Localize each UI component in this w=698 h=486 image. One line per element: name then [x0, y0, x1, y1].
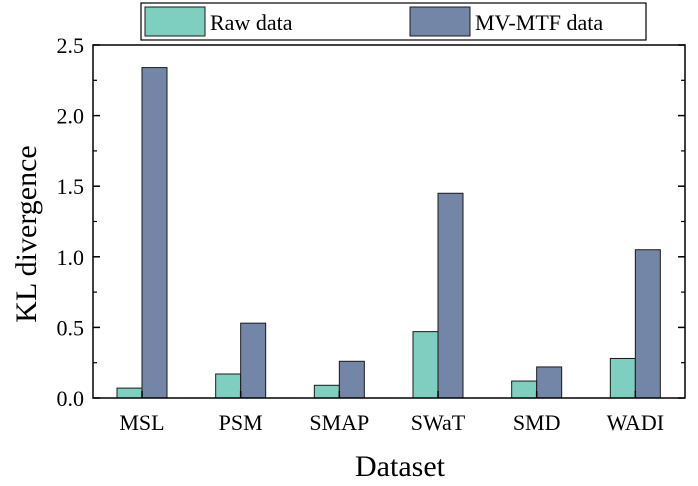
x-tick-label-swat: SWaT — [411, 410, 466, 435]
y-tick-label: 2.0 — [57, 104, 85, 129]
bar-raw-data-wadi — [609, 357, 636, 399]
x-tick-label-msl: MSL — [119, 410, 164, 435]
legend-swatch-1 — [409, 6, 471, 37]
legend: Raw data MV-MTF data — [140, 2, 647, 41]
y-tick-label: 1.0 — [57, 245, 85, 270]
bar-raw-data-swat — [412, 331, 439, 399]
x-axis-title: Dataset — [355, 450, 446, 483]
bar-mv-mtf-data-smd — [536, 366, 563, 399]
bars-group — [116, 67, 661, 399]
bar-raw-data-psm — [215, 373, 242, 399]
x-tick-label-smap: SMAP — [309, 410, 369, 435]
y-tick-label: 0.5 — [57, 315, 85, 340]
legend-box — [140, 2, 647, 41]
legend-label-0: Raw data — [210, 10, 293, 35]
plot-frame — [92, 44, 686, 399]
bar-mv-mtf-data-wadi — [634, 249, 661, 399]
ticks-group: 0.0 0.5 1.0 1.5 2.0 2.5 MSL PSM SMAP SWaT SMD WADI — [57, 33, 685, 435]
x-tick-label-wadi: WADI — [607, 410, 664, 435]
bar-raw-data-smd — [511, 380, 538, 399]
bar-mv-mtf-data-swat — [437, 192, 464, 399]
x-tick-label-psm: PSM — [219, 410, 263, 435]
y-tick-label: 2.5 — [57, 33, 85, 58]
y-tick-label: 1.5 — [57, 174, 85, 199]
axes-group — [92, 44, 686, 399]
bar-raw-data-smap — [313, 384, 340, 399]
bar-raw-data-msl — [116, 387, 143, 399]
bar-mv-mtf-data-psm — [240, 322, 267, 399]
bar-mv-mtf-data-msl — [141, 67, 168, 399]
y-tick-label: 0.0 — [57, 386, 85, 411]
bar-mv-mtf-data-smap — [338, 360, 365, 399]
legend-swatch-0 — [144, 6, 206, 37]
legend-label-1: MV-MTF data — [475, 10, 603, 35]
x-tick-label-smd: SMD — [513, 410, 561, 435]
y-axis-title: KL divergence — [10, 145, 43, 322]
